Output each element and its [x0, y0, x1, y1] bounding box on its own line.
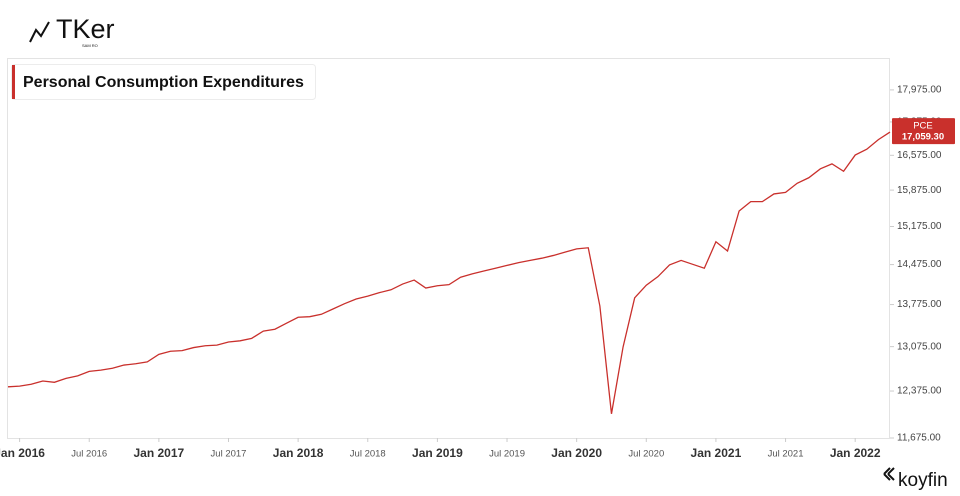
- x-tick-label: Jan 2021: [691, 446, 742, 460]
- x-tick-label: Jan 2016: [0, 446, 45, 460]
- plot-frame: [7, 58, 890, 439]
- x-tick-label: Jul 2020: [628, 449, 664, 460]
- last-value-name: PCE: [913, 121, 933, 132]
- x-tick-label: Jul 2021: [768, 449, 804, 460]
- title-box: Personal Consumption Expenditures: [11, 64, 316, 100]
- last-value-tag: [892, 118, 955, 145]
- x-tick-label: Jul 2016: [71, 449, 107, 460]
- x-tick-label: Jan 2018: [273, 446, 324, 460]
- x-tick-label: Jul 2017: [211, 449, 247, 460]
- brand: koyfin: [883, 467, 948, 491]
- logo-name: TKer: [56, 14, 115, 44]
- x-tick-label: Jul 2019: [489, 449, 525, 460]
- title-box-bg: [11, 64, 316, 100]
- y-tick-label: 16,575.00: [897, 150, 942, 161]
- y-tick-label: 15,875.00: [897, 185, 942, 196]
- y-tick-label: 13,775.00: [897, 299, 942, 310]
- x-tick-label: Jan 2017: [134, 446, 185, 460]
- x-tick-label: Jan 2019: [412, 446, 463, 460]
- brand-name: koyfin: [898, 470, 948, 491]
- x-tick-label: Jan 2022: [830, 446, 881, 460]
- series-line: [7, 131, 891, 414]
- logo-byline: SAM RO: [82, 43, 98, 48]
- logo: TKer SAM RO: [29, 14, 115, 48]
- y-tick-label: 14,475.00: [897, 259, 942, 270]
- x-tick-label: Jan 2020: [551, 446, 602, 460]
- chart-title: Personal Consumption Expenditures: [23, 74, 304, 91]
- last-value-label: 17,059.30: [902, 132, 944, 143]
- x-tick-label: Jul 2018: [350, 449, 386, 460]
- y-tick-label: 15,175.00: [897, 221, 942, 232]
- y-tick-label: 11,675.00: [897, 433, 941, 444]
- y-tick-label: 12,375.00: [897, 386, 942, 397]
- brand-icon: [883, 467, 895, 481]
- title-accent: [12, 65, 15, 99]
- chart: 11,675.00 12,375.00 13,075.00 13,775.00 14,4…: [0, 85, 955, 460]
- y-tick-label: 17,975.00: [897, 85, 942, 96]
- y-tick-label: 13,075.00: [897, 341, 942, 352]
- logo-icon: [29, 21, 50, 43]
